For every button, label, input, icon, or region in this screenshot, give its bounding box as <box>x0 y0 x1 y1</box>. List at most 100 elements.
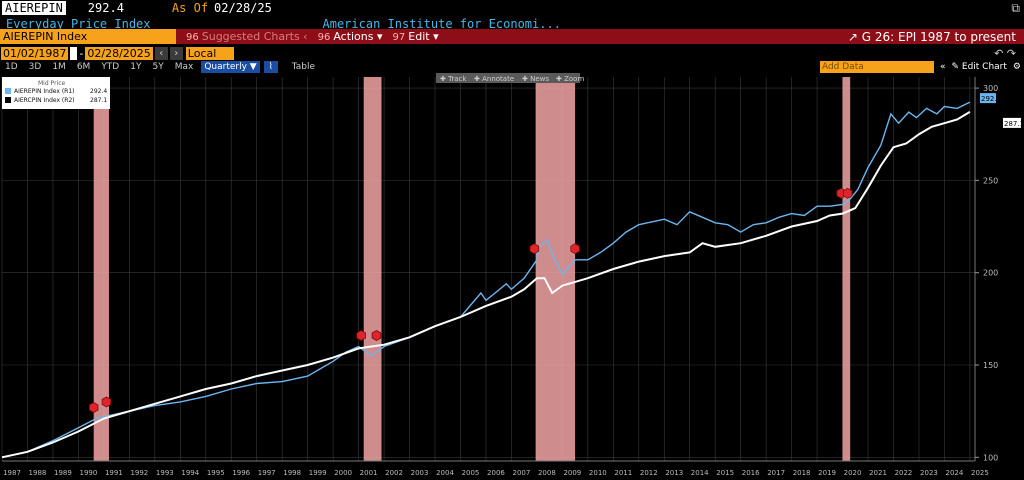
y-tick-label: 100 <box>983 453 998 462</box>
ticker-label: AIEREPIN <box>2 1 66 15</box>
x-tick-label: 1989 <box>54 469 72 477</box>
x-tick-label: 1998 <box>283 469 301 477</box>
security-field[interactable]: AIEREPIN Index <box>0 29 176 44</box>
edit-chart-label: Edit Chart <box>961 62 1007 72</box>
tool-news: ✚ News <box>522 75 549 83</box>
range-ytd[interactable]: YTD <box>101 62 120 72</box>
x-tick-label: 2018 <box>793 469 811 477</box>
as-of-label: As Of <box>171 1 209 15</box>
legend-box <box>2 77 110 109</box>
tool-strip <box>436 73 580 83</box>
date-bar: 01/02/1987 - 02/28/2025 ‹ › Local CCY ↶ … <box>0 46 1024 73</box>
shaded-period <box>535 77 576 461</box>
x-tick-label: 2024 <box>946 469 964 477</box>
legend-title: Mid Price <box>38 80 66 87</box>
grid-lines <box>1 77 975 461</box>
event-marker <box>371 330 382 341</box>
add-data-input[interactable]: Add Data <box>819 61 934 73</box>
series-lines <box>1 101 971 459</box>
x-tick-label: 2012 <box>640 469 658 477</box>
y-tick-label: 150 <box>983 361 998 370</box>
x-tick-label: 2004 <box>436 469 454 477</box>
last-value-tag <box>980 93 996 104</box>
x-tick-label: 2019 <box>818 469 836 477</box>
actions-menu[interactable]: 96 Actions ▾ <box>317 30 383 43</box>
shaded-period <box>842 77 851 461</box>
last-value: 292.4 <box>87 1 124 15</box>
range-6m[interactable]: 6M <box>76 62 91 72</box>
legend-value: 287.1 <box>90 97 107 104</box>
x-tick-label: 2017 <box>767 469 785 477</box>
gear-icon[interactable]: ⚙ <box>1012 62 1021 72</box>
x-tick-label: 1997 <box>258 469 276 477</box>
period-select[interactable]: Quarterly ▼ <box>201 61 260 73</box>
x-tick-label: 2013 <box>665 469 683 477</box>
x-tick-label: 2002 <box>385 469 403 477</box>
x-tick-label: 2010 <box>589 469 607 477</box>
x-tick-label: 1993 <box>156 469 174 477</box>
external-link-icon: ↗ <box>847 29 858 44</box>
next-icon[interactable]: › <box>169 46 183 60</box>
line-chart-icon[interactable]: ⌇ <box>263 61 278 73</box>
security-name: Everyday Price Index <box>6 17 151 31</box>
institution-name: American Institute for Economi... <box>322 17 561 31</box>
legend-swatch <box>5 88 11 94</box>
start-date-field[interactable]: 01/02/1987 <box>1 46 69 60</box>
subtitle-bar: Everyday Price Index American Institute … <box>0 16 1024 32</box>
x-tick-label: 2007 <box>513 469 531 477</box>
prev-icon[interactable]: ‹ <box>154 46 168 60</box>
period-label: Quarterly <box>204 62 247 72</box>
x-tick-label: 1992 <box>130 469 148 477</box>
x-tick-label: 2005 <box>462 469 480 477</box>
undo-redo-icons[interactable]: ↶ ↷ <box>994 46 1016 60</box>
chart-title[interactable]: ↗ G 26: EPI 1987 to present <box>848 30 1016 44</box>
x-tick-label: 2016 <box>742 469 760 477</box>
x-tick-label: 2014 <box>691 469 709 477</box>
event-marker <box>570 243 580 255</box>
menu-number: 97 <box>392 32 406 43</box>
legend-label: AIEREPIN Index (R1) <box>14 88 75 95</box>
edit-menu[interactable]: 97 Edit ▾ <box>392 30 439 43</box>
range-3d[interactable]: 3D <box>28 62 42 72</box>
menu-label: Actions <box>333 30 374 43</box>
legend-swatch <box>5 97 11 103</box>
series-line-1 <box>1 101 971 458</box>
range-5y[interactable]: 5Y <box>152 62 164 72</box>
x-tick-label: 1996 <box>232 469 250 477</box>
y-tick-label: 200 <box>983 269 998 278</box>
x-tick-label: 2006 <box>487 469 505 477</box>
last-value-label: 292.4 <box>981 95 1002 103</box>
end-date-field[interactable]: 02/28/2025 <box>85 46 153 60</box>
tool-zoom: ✚ Zoom <box>556 75 584 83</box>
x-tick-label: 2008 <box>538 469 556 477</box>
x-tick-label: 2021 <box>869 469 887 477</box>
y-tick-label: 250 <box>983 176 998 185</box>
dash-text: - <box>79 46 84 60</box>
shaded-period <box>93 77 109 461</box>
range-1d[interactable]: 1D <box>5 62 18 72</box>
x-tick-label: 1995 <box>207 469 225 477</box>
x-tick-label: 2003 <box>411 469 429 477</box>
collapse-icon[interactable]: « <box>939 62 946 72</box>
event-marker <box>529 243 540 255</box>
range-1y[interactable]: 1Y <box>130 62 142 72</box>
title-bar: AIEREPIN 292.4 As Of 02/28/25 ⧉ <box>0 0 1024 16</box>
x-tick-label: 2020 <box>844 469 862 477</box>
event-markers <box>89 187 853 413</box>
suggested-charts-menu[interactable]: 96 Suggested Charts ‹ <box>186 30 308 43</box>
legend-label: AIERCPIN Index (R2) <box>14 97 75 104</box>
menu-number: 96 <box>186 32 199 43</box>
menu-label: Suggested Charts <box>201 30 300 43</box>
edit-chart-button[interactable]: ✎ Edit Chart <box>951 62 1007 72</box>
table-button[interactable]: Table <box>291 62 316 72</box>
range-1m[interactable]: 1M <box>52 62 66 72</box>
x-axis: 1987 1988 1989 1990 1991 1992 1993 1994 1995 1996… <box>2 460 989 477</box>
x-tick-label: 2001 <box>360 469 378 477</box>
currency-field[interactable]: Local CCY <box>185 46 234 73</box>
popout-icon[interactable]: ⧉ <box>1011 0 1020 15</box>
range-max[interactable]: Max <box>174 62 194 72</box>
x-tick-label: 2015 <box>716 469 734 477</box>
y-tick-label: 300 <box>983 84 998 93</box>
x-tick-label: 2025 <box>971 469 989 477</box>
